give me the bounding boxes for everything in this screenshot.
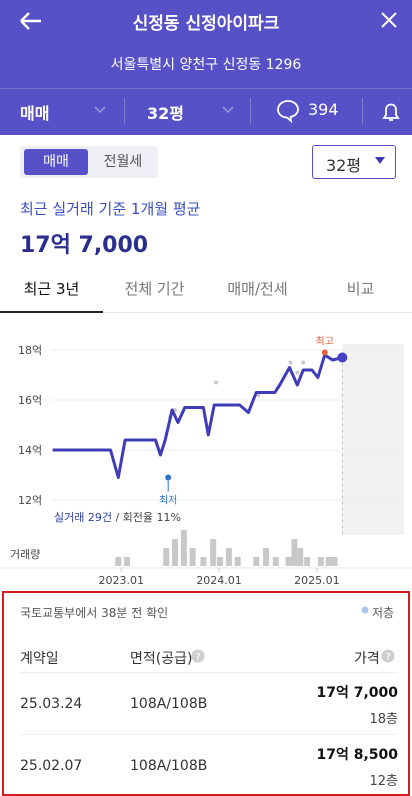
back-button[interactable] (18, 10, 44, 32)
x-tick-label: 2024.01 (196, 574, 242, 587)
x-tick-label: 2025.01 (294, 574, 340, 587)
chevron (222, 106, 234, 114)
volume-bar (331, 557, 338, 566)
size-filter[interactable]: 32평 (147, 104, 184, 123)
volume-bar (180, 530, 187, 566)
header (0, 0, 412, 135)
comment-count: 394 (308, 100, 339, 119)
x-tick-label: 2023.01 (98, 574, 144, 587)
help-icon[interactable]: ? (381, 649, 395, 663)
volume-bar (200, 557, 207, 566)
volume-bar (217, 557, 224, 566)
svg-text:?: ? (385, 652, 390, 663)
volume-label: 거래량 (10, 548, 41, 561)
transaction-dot (301, 360, 306, 365)
transaction-dot (214, 380, 219, 385)
turnover: / 회전율 11% (115, 511, 181, 524)
annotation-label: 최고 (316, 336, 334, 348)
tab-divider (0, 312, 412, 313)
dropdown-arrow (375, 157, 385, 164)
column-header: 계약일 (20, 651, 59, 667)
bell-icon[interactable] (380, 100, 402, 124)
volume-bar (263, 548, 270, 566)
annotation-label: 최저 (159, 495, 177, 507)
volume-bar (115, 557, 122, 566)
y-tick-label: 14억 (18, 444, 42, 457)
summary-label: 최근 실거래 기준 1개월 평균 (20, 200, 201, 218)
volume-bar (163, 548, 170, 566)
transaction-dot (295, 370, 300, 375)
price-line (52, 353, 343, 479)
chart-stats: 실거래 29건 / 회전율 11% (54, 509, 181, 525)
y-tick-label: 12억 (18, 494, 42, 507)
volume-bar (189, 548, 196, 566)
volume-bar (253, 557, 260, 566)
separator (250, 98, 251, 124)
trade-count: 실거래 29건 (54, 511, 112, 524)
floor: 18층 (369, 712, 398, 727)
summary-price: 17억 7,000 (20, 233, 149, 258)
period-tab[interactable]: 전체 기간 (124, 280, 185, 298)
toggle-option-active[interactable]: 매매 (24, 149, 88, 175)
records-panel (2, 591, 410, 796)
title: 신정동 신정아이파크 (132, 14, 280, 34)
future-area (342, 344, 404, 535)
latest-point (337, 352, 348, 363)
svg-text:?: ? (195, 652, 200, 663)
annotation-point (321, 349, 328, 356)
volume-bar (225, 548, 232, 566)
volume-bar (317, 557, 324, 566)
volume-bar (210, 539, 217, 566)
volume-bar (291, 539, 298, 566)
area: 108A/108B (130, 758, 208, 774)
row-divider (20, 734, 398, 735)
volume-bar (124, 557, 131, 566)
toggle-option[interactable]: 전월세 (103, 154, 143, 170)
period-tab[interactable]: 매매/전세 (227, 280, 288, 298)
comment-icon[interactable] (275, 99, 301, 123)
row-divider (20, 672, 398, 673)
column-header: 면적(공급) (130, 651, 193, 667)
legend-label: 저층 (372, 606, 395, 620)
y-tick-label: 16억 (18, 394, 42, 407)
column-header: 가격 (354, 651, 380, 667)
area: 108A/108B (130, 696, 208, 712)
volume-bar (234, 557, 241, 566)
size-select-label: 32평 (326, 156, 362, 175)
address: 서울특별시 양천구 신정동 1296 (110, 57, 302, 73)
separator (124, 98, 125, 124)
help-icon[interactable]: ? (191, 649, 205, 663)
deal-filter[interactable]: 매매 (20, 104, 50, 123)
source-note: 국토교통부에서 38분 전 확인 (20, 606, 169, 620)
legend-dot (361, 606, 369, 614)
tab-indicator (0, 311, 103, 313)
y-tick-label: 18억 (18, 344, 42, 357)
size-select[interactable] (312, 145, 396, 179)
divider (0, 88, 412, 89)
transaction-dot (288, 360, 293, 365)
volume-bar (325, 557, 332, 566)
volume-bar (304, 557, 311, 566)
contract-date: 25.03.24 (20, 696, 83, 712)
separator (362, 98, 363, 124)
volume-bar (272, 557, 279, 566)
period-tab[interactable]: 비교 (346, 280, 375, 298)
volume-bar (297, 548, 304, 566)
price: 17억 7,000 (316, 685, 398, 701)
price: 17억 8,500 (316, 747, 398, 763)
chevron (94, 106, 106, 114)
volume-bar (172, 539, 179, 566)
contract-date: 25.02.07 (20, 758, 83, 774)
close-button[interactable] (380, 11, 398, 29)
floor: 12층 (369, 774, 398, 789)
volume-bar (285, 557, 292, 566)
period-tab-active[interactable]: 최근 3년 (23, 280, 80, 298)
